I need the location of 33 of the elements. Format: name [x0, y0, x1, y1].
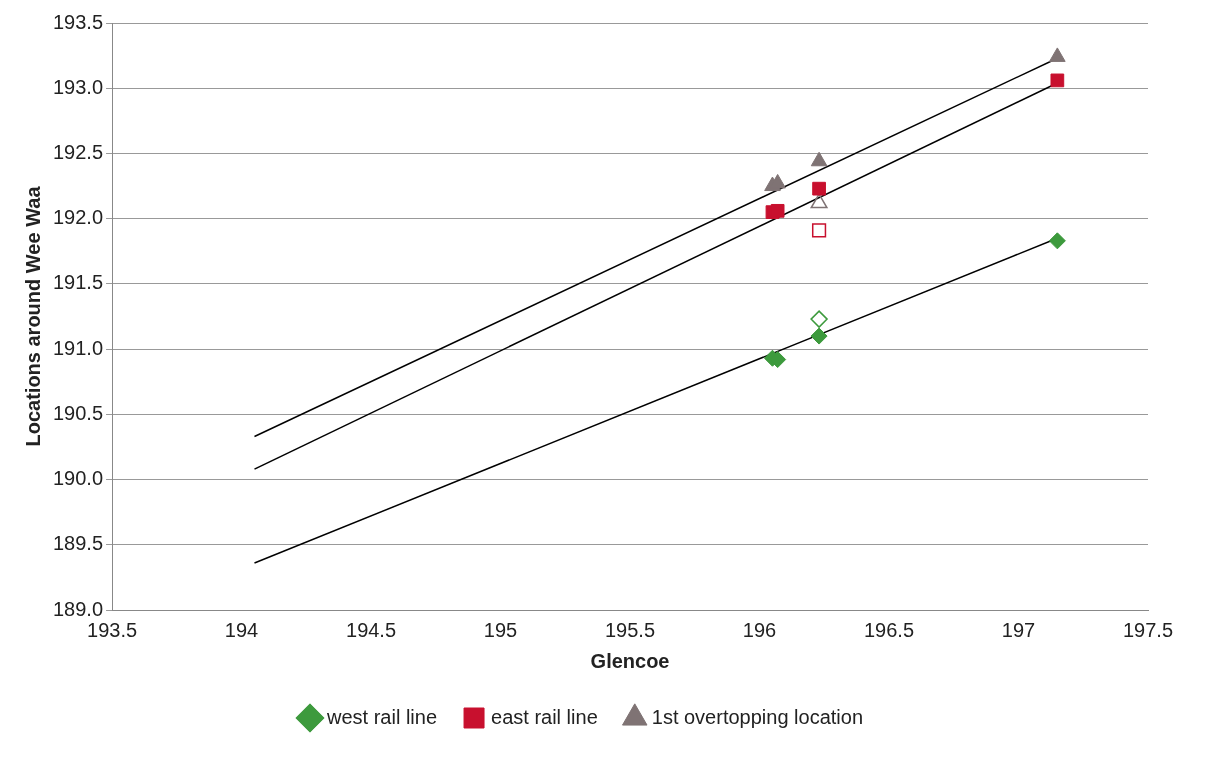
x-tick-label: 195 — [483, 618, 518, 641]
point — [1048, 232, 1066, 250]
y-tick-label: 190.0 — [52, 467, 104, 490]
x-tick-label: 197 — [1001, 618, 1036, 641]
x-tick-label: 194.5 — [346, 618, 397, 641]
point — [811, 223, 827, 238]
x-tick-label: 195.5 — [604, 618, 656, 641]
x-tick-label: 196 — [742, 618, 777, 641]
y-tick-label: 191.5 — [52, 271, 104, 294]
y-tick-label: 189.5 — [52, 532, 104, 555]
point — [810, 327, 828, 345]
y-tick-label: 190.5 — [52, 401, 104, 424]
y-tick-label: 189.0 — [52, 597, 104, 620]
y-tick-label: 192.5 — [52, 140, 104, 163]
point — [810, 151, 828, 167]
y-tick-label: 193.5 — [52, 10, 104, 33]
point — [812, 181, 826, 196]
y-tick-label: 193.0 — [52, 75, 104, 98]
legend-label: west rail line — [326, 705, 438, 728]
legend-label: 1st overtopping location — [651, 705, 863, 728]
point — [810, 193, 828, 209]
x-axis-title: Glencoe — [590, 649, 670, 672]
y-axis-title: Locations around Wee Waa — [21, 185, 44, 447]
y-tick-label: 191.0 — [52, 336, 104, 359]
x-tick-label: 193.5 — [87, 618, 138, 641]
x-tick-label: 196.5 — [863, 618, 915, 641]
x-tick-label: 197.5 — [1122, 618, 1174, 641]
point — [1049, 47, 1066, 62]
point — [770, 203, 785, 218]
y-tick-label: 192.0 — [52, 206, 104, 229]
point — [810, 310, 828, 328]
x-tick-label: 194 — [224, 618, 259, 641]
legend-label: east rail line — [491, 705, 598, 728]
